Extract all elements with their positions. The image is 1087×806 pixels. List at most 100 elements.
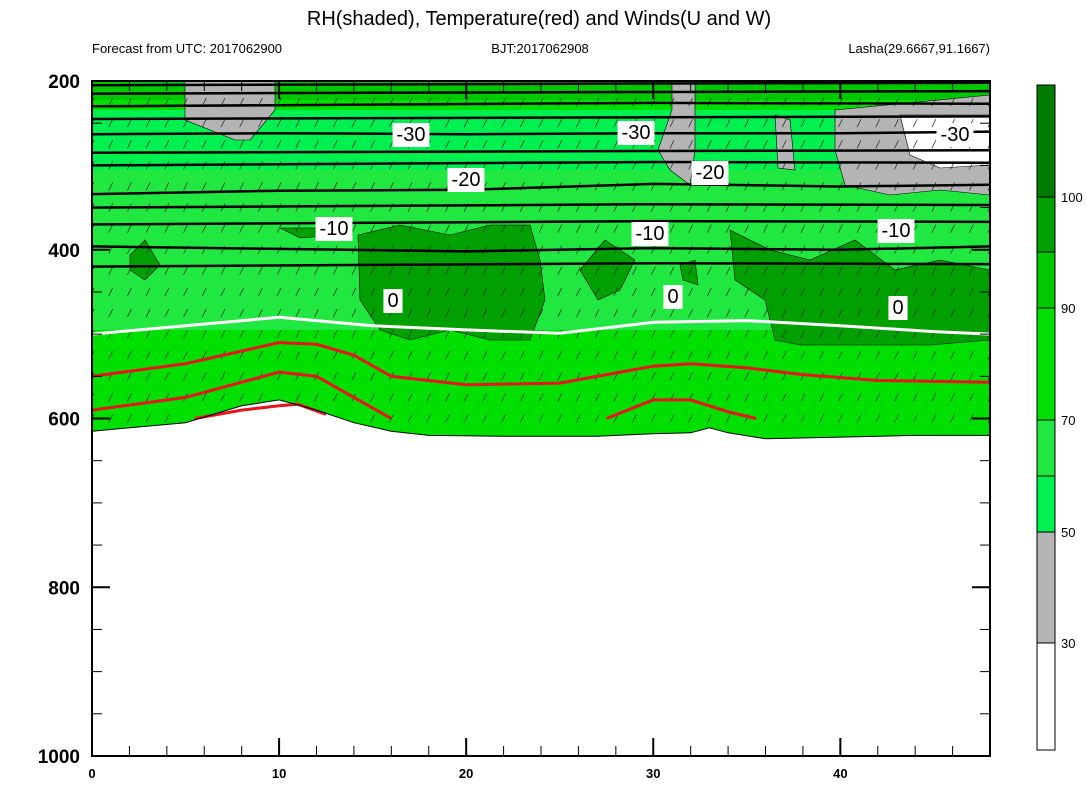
wind-barb <box>725 308 731 318</box>
wind-barb <box>538 266 544 276</box>
wind-barb <box>239 351 244 360</box>
wind-barb <box>613 140 619 149</box>
wind-barb <box>931 119 937 128</box>
contour-label-box <box>936 123 974 147</box>
wind-barb <box>407 266 413 276</box>
wind-barb <box>370 287 375 297</box>
wind-barb <box>912 372 918 381</box>
wind-barb <box>538 414 544 423</box>
wind-barb <box>819 393 824 402</box>
wind-barb <box>164 224 170 233</box>
wind-barb <box>819 308 824 318</box>
wind-barb <box>220 224 226 233</box>
red-contours <box>92 341 990 420</box>
wind-barb <box>557 224 563 233</box>
colorbar-tick-label: 30 <box>1061 636 1075 651</box>
wind-barb <box>108 97 114 107</box>
wind-barb <box>557 140 563 149</box>
wind-barb <box>968 393 974 402</box>
wind-barb <box>145 414 151 423</box>
wind-barb <box>108 287 114 297</box>
wind-barb <box>370 393 375 402</box>
y-tick-label: 400 <box>48 241 80 262</box>
wind-barb <box>707 308 712 318</box>
wind-barb <box>108 119 114 128</box>
wind-barb <box>800 119 806 128</box>
wind-barb <box>931 140 937 149</box>
wind-barb <box>819 287 824 297</box>
wind-barb <box>127 287 132 297</box>
wind-barb <box>576 140 581 149</box>
wind-barb <box>426 329 432 339</box>
wind-barb <box>725 224 731 233</box>
wind-barb <box>763 287 768 297</box>
wind-barb <box>145 308 151 318</box>
contour-label-box <box>392 123 430 147</box>
wind-barb <box>669 224 675 233</box>
wind-barb <box>295 329 301 339</box>
wind-barb <box>800 266 806 276</box>
wind-barb <box>707 119 712 128</box>
wind-barb <box>482 140 488 149</box>
wind-barb <box>426 224 432 233</box>
x-tick-label: 20 <box>459 766 473 781</box>
wind-barb <box>744 182 750 191</box>
colorbar-tick-label: 90 <box>1061 301 1075 316</box>
wind-barb <box>669 329 675 339</box>
wind-barb <box>92 119 95 124</box>
contour-label-box <box>315 217 353 241</box>
wind-barb <box>239 266 244 276</box>
wind-barb <box>856 140 862 149</box>
wind-barb <box>276 308 282 318</box>
wind-barb <box>127 119 132 128</box>
wind-barb <box>763 329 768 339</box>
wind-barb <box>482 308 488 318</box>
wind-barb <box>258 351 263 360</box>
wind-barb <box>407 351 413 360</box>
wind-barb <box>557 119 563 128</box>
wind-barb <box>463 329 469 339</box>
wind-barb <box>632 393 637 402</box>
wind-barb <box>295 119 301 128</box>
wind-barb <box>931 308 937 318</box>
wind-barb <box>838 266 843 276</box>
x-tick-label: 10 <box>272 766 286 781</box>
wind-barb <box>332 119 338 128</box>
rh-patch-dark-3 <box>579 239 636 301</box>
wind-barb <box>800 224 806 233</box>
wind-barb <box>819 351 824 360</box>
wind-barb <box>894 119 899 128</box>
wind-barb <box>519 308 525 318</box>
temperature-contour <box>92 101 990 108</box>
contour-label-m30-c: -30 <box>941 124 970 146</box>
wind-barb <box>92 372 95 378</box>
wind-barb <box>351 329 357 339</box>
colorbar-swatch <box>1036 531 1056 644</box>
wind-barb <box>968 266 974 276</box>
wind-barb <box>201 224 207 233</box>
wind-barb <box>201 266 207 276</box>
wind-barb <box>557 266 563 276</box>
wind-barb <box>875 393 881 402</box>
wind-barb <box>351 119 357 128</box>
wind-barb <box>519 414 525 423</box>
wind-barb <box>127 224 132 233</box>
wind-barb <box>688 351 693 360</box>
wind-barb <box>632 329 637 339</box>
wind-barb <box>351 140 357 149</box>
wind-barb <box>613 393 619 402</box>
wind-barb <box>650 414 656 423</box>
y-tick-label: 800 <box>48 578 80 599</box>
wind-barb <box>183 372 188 381</box>
wind-barb <box>351 308 357 318</box>
contour-label-box <box>631 222 669 246</box>
wind-barb <box>707 393 712 402</box>
wind-barb <box>183 224 188 233</box>
wind-barb <box>781 287 787 297</box>
wind-barb <box>950 372 955 381</box>
rh-patch-dark-5 <box>679 259 699 286</box>
wind-barb <box>912 266 918 276</box>
wind-barb <box>894 266 899 276</box>
wind-barb <box>127 140 132 149</box>
wind-barb <box>92 97 95 103</box>
